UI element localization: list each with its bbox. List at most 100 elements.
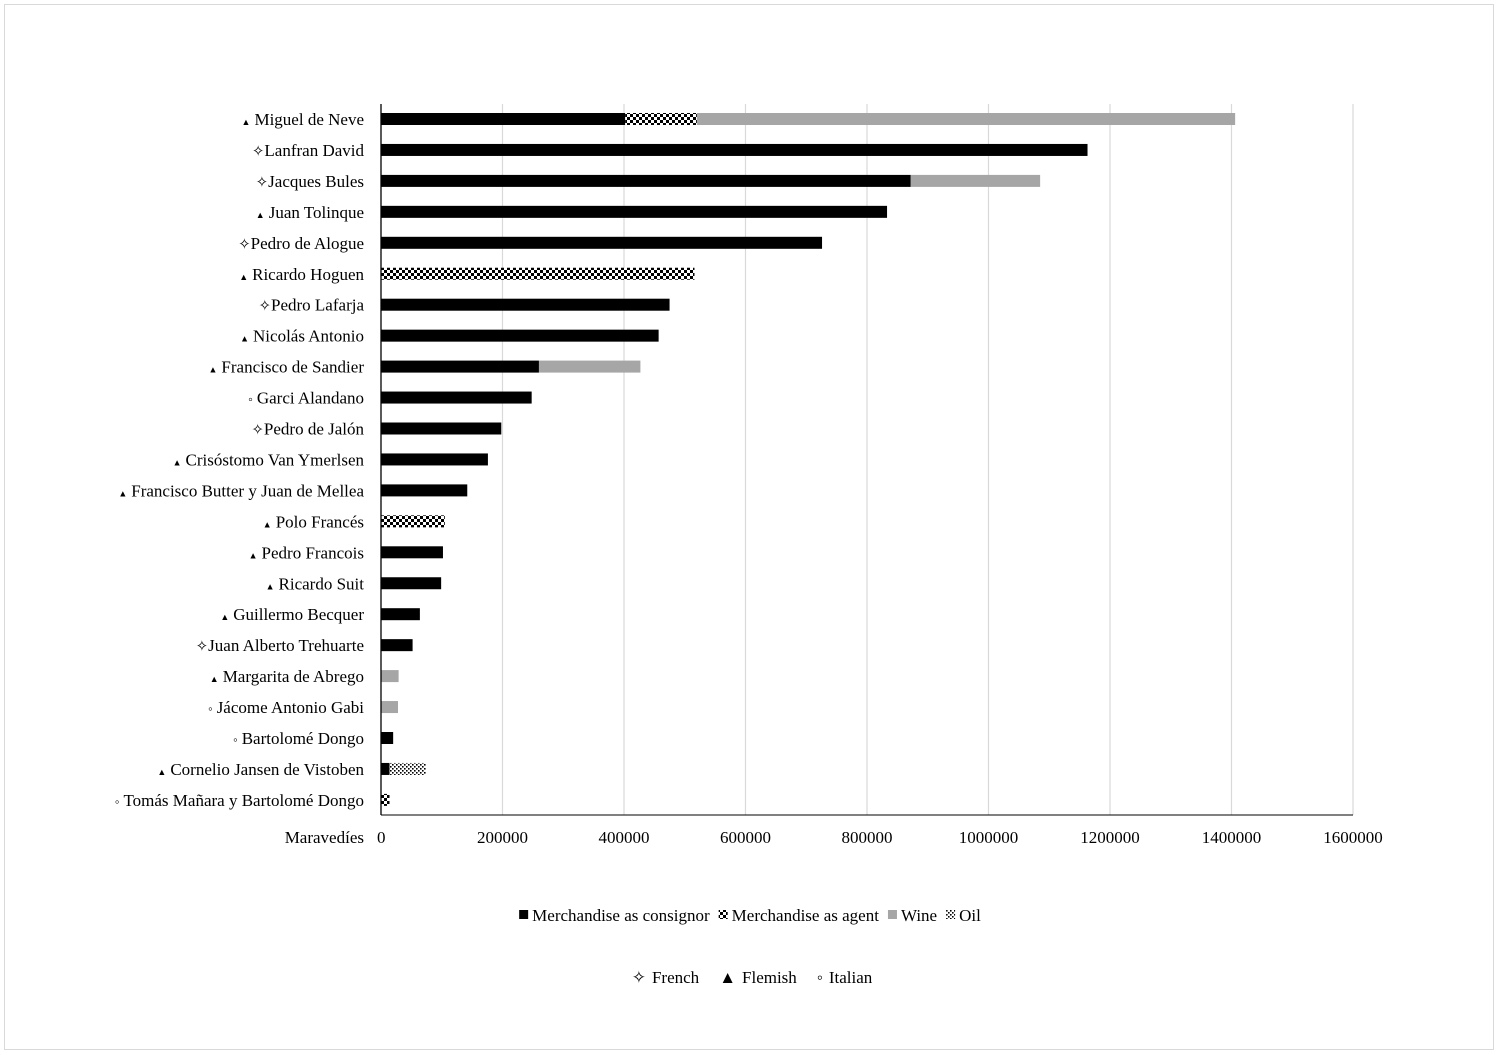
group-marker-icon: ✧: [256, 175, 269, 191]
category-name: Bartolomé Dongo: [242, 729, 364, 748]
group-marker-icon: ▲: [256, 210, 265, 220]
x-tick-label: 1200000: [1080, 828, 1140, 847]
category-label: ▲ Francisco Butter y Juan de Mellea: [118, 481, 364, 500]
group-marker-icon: ◦: [233, 732, 238, 747]
category-name: Garci Alandano: [257, 389, 364, 408]
category-name: Pedro de Alogue: [251, 234, 364, 253]
axes: [380, 104, 1353, 816]
x-tick-label: 400000: [599, 828, 650, 847]
category-label: ▲ Polo Francés: [263, 512, 364, 531]
category-label: ✧Juan Alberto Trehuarte: [196, 636, 364, 655]
category-name: Ricardo Suit: [279, 574, 365, 593]
x-tick-label: 1000000: [959, 828, 1019, 847]
legend-swatch: [718, 910, 728, 919]
bar-segment: [381, 670, 399, 683]
bar-segment: [381, 174, 911, 187]
category-label: ▲ Guillermo Becquer: [220, 605, 364, 624]
group-marker-icon: ✧: [252, 144, 265, 160]
bar-segment: [381, 453, 488, 466]
bar-segment: [381, 113, 626, 125]
bar-segment: [381, 732, 394, 744]
group-marker-icon: ✧: [258, 299, 271, 315]
category-label: ✧Pedro Lafarja: [258, 296, 364, 315]
legend: Merchandise as consignor Merchandise as a…: [519, 906, 981, 987]
category-label: ✧Pedro de Alogue: [238, 234, 364, 253]
category-name: Polo Francés: [276, 512, 364, 531]
bars: [381, 113, 1236, 806]
bar-segment: [381, 236, 823, 249]
x-axis-title: Maravedíes: [285, 828, 364, 847]
category-name: Tomás Mañara y Bartolomé Dongo: [123, 791, 364, 810]
category-name: Crisóstomo Van Ymerlsen: [186, 450, 365, 469]
category-label: ◦ Garci Alandano: [248, 389, 364, 408]
group-marker-icon: ▲: [118, 488, 127, 498]
bar-segment: [381, 484, 468, 497]
category-name: Pedro Francois: [262, 543, 364, 562]
x-tick-label: 0: [377, 828, 386, 847]
category-label: ▲ Juan Tolinque: [256, 203, 364, 222]
legend-swatch: [887, 910, 897, 919]
legend-label: Wine: [901, 906, 937, 925]
category-name: Nicolás Antonio: [253, 327, 364, 346]
bar-segment: [381, 577, 442, 590]
group-legend-label: French: [652, 968, 700, 987]
group-marker-icon: ▲: [209, 365, 218, 375]
category-name: Francisco Butter y Juan de Mellea: [131, 481, 364, 500]
category-name: Cornelio Jansen de Vistoben: [170, 760, 364, 779]
legend-label: Merchandise as consignor: [532, 906, 710, 925]
group-marker-icon: ▲: [157, 767, 166, 777]
group-marker-icon: ▲: [210, 674, 219, 684]
x-tick-label: 600000: [720, 828, 771, 847]
category-name: Guillermo Becquer: [233, 605, 364, 624]
x-tick-label: 1400000: [1202, 828, 1262, 847]
gridlines: [501, 104, 1354, 815]
category-name: Pedro de Jalón: [264, 420, 365, 439]
group-marker-icon: ◦: [115, 794, 120, 809]
category-label: ✧Jacques Bules: [256, 172, 364, 191]
category-label: ▲ Francisco de Sandier: [209, 358, 365, 377]
group-marker-icon: ▲: [263, 519, 272, 529]
x-tick-label: 200000: [477, 828, 528, 847]
bar-segment: [381, 143, 1088, 156]
group-marker-icon: ▲: [239, 272, 248, 282]
category-name: Juan Alberto Trehuarte: [208, 636, 364, 655]
bar-segment: [381, 329, 659, 342]
bar-segment: [389, 762, 426, 775]
bar-segment: [381, 793, 390, 806]
bar-segment: [538, 360, 641, 373]
group-marker-icon: ▲: [249, 550, 258, 560]
category-name: Jácome Antonio Gabi: [217, 698, 365, 717]
bar-segment: [625, 113, 697, 125]
legend-label: Oil: [959, 906, 981, 925]
category-name: Lanfran David: [264, 141, 364, 160]
group-marker-icon: ▲: [242, 117, 251, 127]
group-marker-icon: ▲: [266, 581, 275, 591]
bar-segment: [381, 422, 502, 435]
group-legend-marker-icon: ▲: [719, 968, 736, 987]
bar-segment: [381, 701, 399, 714]
bar-segment: [381, 515, 445, 528]
bar-segment: [381, 391, 532, 404]
category-label: ▲ Miguel de Neve: [242, 110, 364, 129]
category-label: ◦ Tomás Mañara y Bartolomé Dongo: [115, 791, 364, 810]
tick-labels: 0 200000 400000 600000 800000 1000000 1200000 1…: [285, 828, 1383, 847]
category-label: ◦ Jácome Antonio Gabi: [208, 698, 364, 717]
bar-segment: [381, 762, 390, 775]
category-labels: ▲ Miguel de Neve✧Lanfran David✧Jacques Bu…: [115, 110, 365, 810]
x-tick-label: 1600000: [1323, 828, 1383, 847]
group-legend-label: Flemish: [742, 968, 797, 987]
bar-segment: [910, 174, 1041, 187]
group-marker-icon: ▲: [173, 457, 182, 467]
bar-segment: [381, 360, 539, 373]
category-name: Juan Tolinque: [269, 203, 364, 222]
bar-segment: [696, 113, 1236, 125]
bar-segment: [381, 639, 413, 652]
group-marker-icon: ✧: [196, 639, 209, 655]
group-legend-marker-icon: ◦: [817, 968, 823, 987]
category-label: ▲ Pedro Francois: [249, 543, 364, 562]
bar-segment: [381, 205, 888, 218]
category-name: Miguel de Neve: [254, 110, 364, 129]
category-label: ▲ Ricardo Suit: [266, 574, 365, 593]
legend-label: Merchandise as agent: [732, 906, 880, 925]
